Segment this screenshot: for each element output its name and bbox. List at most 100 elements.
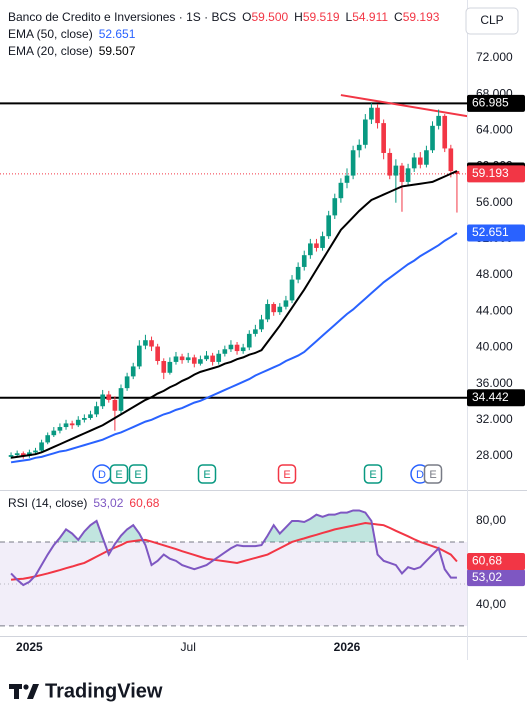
candle-body bbox=[143, 340, 148, 346]
candle-body bbox=[424, 150, 429, 165]
candle-body bbox=[8, 455, 14, 457]
legend-value: 53,02 bbox=[93, 496, 123, 510]
candle-body bbox=[271, 304, 277, 313]
candle-body bbox=[45, 435, 51, 443]
ema-line bbox=[10, 232, 458, 464]
event-label: E bbox=[429, 469, 436, 481]
candle-body bbox=[112, 399, 118, 411]
legend-header: Banco de Credito e Inversiones · 1S · BC… bbox=[8, 10, 440, 24]
candle-body bbox=[295, 266, 301, 280]
candle-body bbox=[179, 356, 185, 361]
candle-body bbox=[118, 388, 124, 411]
candle-body bbox=[314, 243, 319, 248]
candle-body bbox=[363, 119, 368, 145]
candle-body bbox=[216, 353, 222, 362]
candle-body bbox=[137, 345, 142, 367]
event-label: D bbox=[416, 469, 424, 481]
candle-body bbox=[265, 304, 270, 320]
candle-body bbox=[63, 423, 69, 428]
event-label: E bbox=[369, 469, 376, 481]
y-tick-label: 40,00 bbox=[476, 597, 506, 611]
candle-body bbox=[75, 419, 81, 426]
x-tick-label: 2026 bbox=[334, 640, 361, 654]
currency-box[interactable] bbox=[465, 7, 519, 35]
y-tick-label: 32.000 bbox=[476, 412, 513, 426]
candle-body bbox=[375, 107, 380, 124]
event-label: E bbox=[134, 469, 141, 481]
candle-body bbox=[283, 300, 289, 307]
legend-name: EMA (50, close) bbox=[8, 27, 93, 41]
legend-title: Banco de Credito e Inversiones · 1S · BC… bbox=[8, 10, 236, 24]
event-label: E bbox=[115, 469, 122, 481]
candle-body bbox=[320, 236, 325, 248]
price-tag-label: 66.985 bbox=[472, 96, 509, 110]
rsi-band bbox=[0, 541, 467, 626]
candle-body bbox=[106, 394, 112, 400]
price-tag-label: 59.193 bbox=[472, 166, 509, 180]
event-marker bbox=[109, 464, 129, 484]
candle-body bbox=[326, 215, 331, 237]
candle-body bbox=[20, 453, 26, 456]
candle-body bbox=[381, 123, 386, 153]
event-marker bbox=[363, 464, 383, 484]
x-tick-label: Jul bbox=[181, 640, 196, 654]
candle-body bbox=[387, 152, 393, 176]
candle-body bbox=[417, 157, 423, 165]
event-label: E bbox=[283, 469, 290, 481]
candle-body bbox=[14, 453, 20, 456]
ohlc-key: L bbox=[346, 10, 353, 24]
candle-body bbox=[259, 319, 264, 330]
candle-body bbox=[430, 125, 435, 151]
candle-body bbox=[57, 427, 63, 431]
legend-item: EMA (50, close) 52.651 bbox=[8, 27, 136, 41]
candle-body bbox=[222, 349, 228, 354]
ohlc-value: 59.193 bbox=[403, 10, 440, 24]
rsi-line bbox=[10, 522, 458, 581]
event-label: D bbox=[98, 469, 106, 481]
candle-body bbox=[82, 417, 87, 420]
price-tag-label: 34.442 bbox=[472, 390, 509, 404]
value-tag bbox=[467, 569, 525, 587]
ohlc-value: 59.519 bbox=[303, 10, 340, 24]
y-tick-label: 28.000 bbox=[476, 448, 513, 462]
event-marker bbox=[197, 464, 217, 484]
ohlc-key: C bbox=[394, 10, 403, 24]
candle-body bbox=[338, 182, 344, 199]
candle-body bbox=[436, 115, 441, 126]
candle-body bbox=[289, 279, 295, 301]
candle-body bbox=[442, 115, 448, 149]
event-marker bbox=[128, 464, 148, 484]
legend-title: RSI (14, close) bbox=[8, 496, 87, 510]
candle-body bbox=[161, 361, 167, 373]
y-tick-label: 64.000 bbox=[476, 123, 513, 137]
candle-body bbox=[399, 165, 405, 182]
candle-body bbox=[130, 366, 136, 377]
candle-body bbox=[448, 148, 454, 172]
ohlc-key: O bbox=[242, 10, 251, 24]
candle-body bbox=[94, 406, 99, 415]
legend-item: EMA (20, close) 59.507 bbox=[8, 44, 136, 58]
candle-body bbox=[100, 394, 105, 407]
rsi-line bbox=[10, 509, 457, 587]
candle-body bbox=[198, 359, 203, 364]
y-tick-label: 72.000 bbox=[476, 50, 513, 64]
y-tick-label: 48.000 bbox=[476, 267, 513, 281]
candle-body bbox=[393, 165, 399, 176]
price-tag bbox=[467, 224, 525, 242]
event-label: E bbox=[203, 469, 210, 481]
candle-body bbox=[88, 414, 93, 418]
ohlc-value: 54.911 bbox=[352, 10, 388, 24]
candle-body bbox=[210, 355, 215, 362]
candle-body bbox=[51, 430, 57, 436]
y-tick-label: 56.000 bbox=[476, 195, 513, 209]
event-marker bbox=[423, 464, 443, 484]
candle-body bbox=[350, 150, 356, 176]
ohlc-key: H bbox=[294, 10, 303, 24]
value-tag-label: 60,68 bbox=[472, 554, 502, 568]
price-tag bbox=[467, 389, 525, 407]
value-tag-label: 53,02 bbox=[472, 570, 502, 584]
candle-body bbox=[405, 168, 411, 182]
candle-body bbox=[167, 361, 173, 373]
